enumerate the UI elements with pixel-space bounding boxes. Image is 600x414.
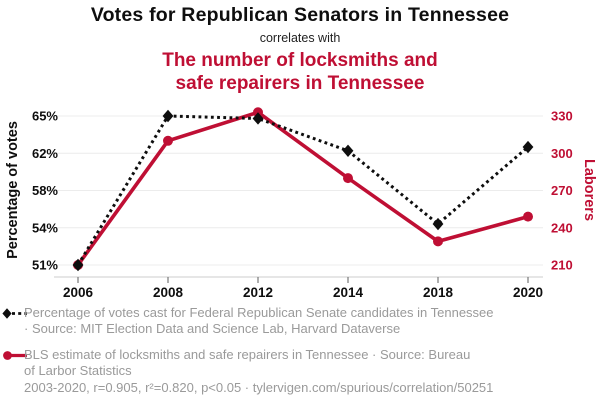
laborers-line	[76, 110, 529, 267]
right-axis-tick-label: 270	[551, 183, 573, 198]
circle-marker	[523, 211, 533, 222]
legend-label-votes: Percentage of votes cast for Federal Rep…	[24, 305, 494, 336]
right-axis-tick-label: 300	[551, 146, 573, 161]
correlates-with-label: correlates with	[259, 31, 341, 45]
right-axis-title: Laborers	[581, 158, 597, 222]
diamond-marker	[342, 144, 354, 157]
right-axis-tick-label: 210	[551, 258, 573, 273]
x-tick-label: 2018	[423, 285, 454, 300]
left-axis-tick-label: 62%	[32, 146, 58, 161]
votes-line	[76, 114, 529, 266]
left-axis-tick-label: 51%	[32, 258, 58, 273]
diamond-marker	[252, 112, 264, 125]
left-axis-title: Percentage of votes	[5, 121, 21, 259]
stats-footer: 2003-2020, r=0.905, r²=0.820, p<0.05 · t…	[24, 380, 494, 395]
x-tick-label: 2008	[153, 285, 184, 300]
right-axis-tick-label: 330	[551, 109, 573, 124]
x-tick-label: 2020	[513, 285, 543, 300]
diamond-marker	[432, 217, 444, 231]
x-tick-label: 2012	[243, 285, 273, 300]
legend-label-locksmiths: BLS estimate of locksmiths and safe repa…	[24, 347, 471, 378]
black-diamond-dotted-line-icon	[2, 308, 27, 319]
line-chart: 2006 2008 2012 2014 2018 2020 51% 54% 58% 62% 65% 2…	[32, 107, 573, 300]
diamond-marker	[162, 109, 174, 123]
circle-marker	[433, 236, 443, 247]
right-axis-tick-label: 240	[551, 220, 573, 235]
diamond-marker	[522, 140, 534, 154]
circle-marker	[163, 135, 173, 146]
x-tick-label: 2014	[333, 285, 364, 300]
circle-marker	[343, 173, 353, 184]
secondary-title: The number of locksmiths and safe repair…	[162, 50, 438, 94]
left-axis-tick-label: 54%	[32, 220, 58, 235]
left-axis-tick-label: 65%	[32, 109, 58, 124]
red-circle-solid-line-icon	[3, 351, 27, 360]
left-axis-tick-label: 58%	[32, 183, 58, 198]
x-tick-label: 2006	[63, 285, 94, 300]
page-title: Votes for Republican Senators in Tenness…	[90, 4, 510, 26]
diamond-marker	[72, 258, 84, 272]
